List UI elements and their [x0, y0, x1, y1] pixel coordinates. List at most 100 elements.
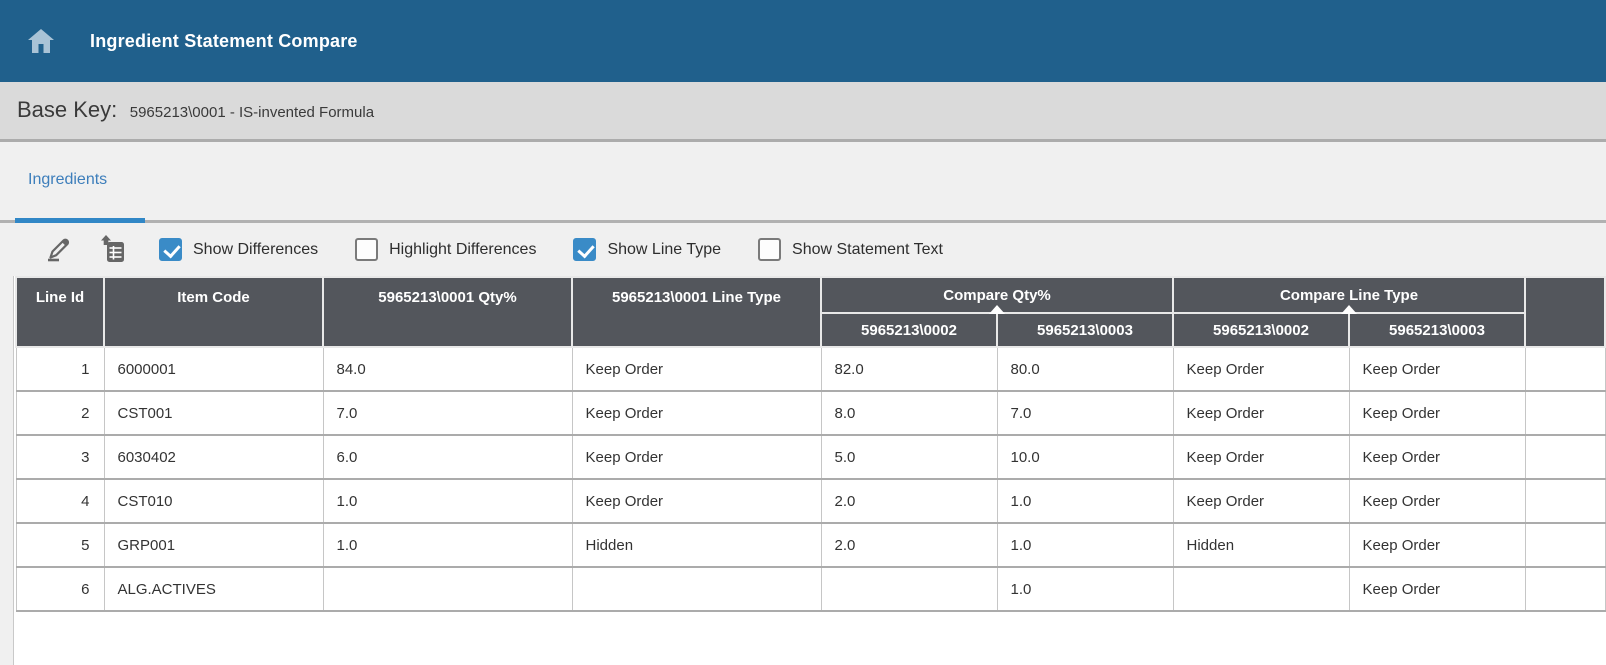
cell-cmp-lt-0003[interactable]: Keep Order	[1348, 522, 1526, 568]
cell-base-qty[interactable]: 7.0	[322, 390, 573, 436]
cell-cmp-lt-0002[interactable]	[1172, 566, 1350, 612]
checkbox-show-differences[interactable]: Show Differences	[159, 238, 318, 261]
cell-filler	[1524, 434, 1606, 480]
table-row[interactable]: 1 6000001 84.0 Keep Order 82.0 80.0 Keep…	[15, 346, 1606, 392]
cell-cmp-qty-0002[interactable]: 2.0	[820, 478, 998, 524]
cell-item-code[interactable]: 6000001	[103, 346, 324, 392]
col-header-base-line-type: 5965213\0001 Line Type	[571, 276, 822, 348]
group-label: Compare Line Type	[1279, 286, 1419, 304]
cell-cmp-qty-0002[interactable]: 82.0	[820, 346, 998, 392]
cell-filler	[1524, 346, 1606, 392]
cell-cmp-qty-0003[interactable]: 80.0	[996, 346, 1174, 392]
base-key-value: 5965213\0001 - IS-invented Formula	[129, 104, 375, 121]
cell-cmp-qty-0003[interactable]: 10.0	[996, 434, 1174, 480]
cell-line-id[interactable]: 3	[15, 434, 105, 480]
tab-ingredients[interactable]: Ingredients	[28, 171, 108, 188]
cell-cmp-lt-0003[interactable]: Keep Order	[1348, 390, 1526, 436]
cell-item-code[interactable]: ALG.ACTIVES	[103, 566, 324, 612]
group-notch-icon	[1341, 305, 1357, 314]
cell-item-code[interactable]: GRP001	[103, 522, 324, 568]
cell-base-line-type[interactable]: Hidden	[571, 522, 822, 568]
cell-cmp-lt-0003[interactable]: Keep Order	[1348, 434, 1526, 480]
cell-base-line-type[interactable]: Keep Order	[571, 434, 822, 480]
active-tab-indicator	[15, 218, 145, 223]
app-header: Ingredient Statement Compare	[0, 0, 1606, 82]
cell-cmp-lt-0003[interactable]: Keep Order	[1348, 478, 1526, 524]
cell-line-id[interactable]: 4	[15, 478, 105, 524]
col-header-base-qty: 5965213\0001 Qty%	[322, 276, 573, 348]
pencil-icon	[48, 238, 70, 262]
cell-cmp-qty-0003[interactable]: 1.0	[996, 478, 1174, 524]
cell-cmp-lt-0002[interactable]: Keep Order	[1172, 478, 1350, 524]
tab-strip: Ingredients	[0, 142, 1606, 223]
checkbox-box-icon	[355, 238, 379, 261]
checkbox-label: Highlight Differences	[389, 240, 537, 258]
col-subheader-lt-0002: 5965213\0002	[1172, 312, 1350, 348]
cell-cmp-lt-0002[interactable]: Keep Order	[1172, 434, 1350, 480]
cell-cmp-lt-0003[interactable]: Keep Order	[1348, 566, 1526, 612]
grid-toolbar: Show Differences Highlight Differences S…	[0, 223, 1606, 276]
col-header-line-id: Line Id	[15, 276, 105, 348]
cell-cmp-qty-0002[interactable]: 8.0	[820, 390, 998, 436]
table-row[interactable]: 5 GRP001 1.0 Hidden 2.0 1.0 Hidden Keep …	[15, 522, 1606, 568]
table-row[interactable]: 6 ALG.ACTIVES 1.0 Keep Order	[15, 566, 1606, 612]
cell-cmp-lt-0002[interactable]: Hidden	[1172, 522, 1350, 568]
cell-cmp-lt-0002[interactable]: Keep Order	[1172, 346, 1350, 392]
compare-table: Line Id Item Code 5965213\0001 Qty% 5965…	[15, 276, 1606, 612]
cell-filler	[1524, 522, 1606, 568]
cell-base-line-type[interactable]: Keep Order	[571, 478, 822, 524]
cell-base-line-type[interactable]: Keep Order	[571, 390, 822, 436]
cell-base-qty[interactable]: 84.0	[322, 346, 573, 392]
checkbox-box-icon	[159, 238, 182, 261]
export-statement-button[interactable]	[99, 235, 126, 264]
cell-cmp-qty-0002[interactable]: 2.0	[820, 522, 998, 568]
cell-base-qty[interactable]	[322, 566, 573, 612]
home-icon	[28, 29, 54, 53]
checkbox-box-icon	[758, 238, 782, 261]
base-key-bar: Base Key: 5965213\0001 - IS-invented For…	[0, 82, 1606, 142]
cell-base-line-type[interactable]	[571, 566, 822, 612]
col-subheader-qty-0002: 5965213\0002	[820, 312, 998, 348]
cell-cmp-qty-0003[interactable]: 7.0	[996, 390, 1174, 436]
cell-cmp-qty-0002[interactable]	[820, 566, 998, 612]
table-row[interactable]: 3 6030402 6.0 Keep Order 5.0 10.0 Keep O…	[15, 434, 1606, 480]
cell-cmp-qty-0003[interactable]: 1.0	[996, 522, 1174, 568]
page-title: Ingredient Statement Compare	[90, 30, 358, 51]
tab-track-line	[0, 220, 1606, 223]
cell-filler	[1524, 390, 1606, 436]
cell-base-qty[interactable]: 1.0	[322, 522, 573, 568]
cell-item-code[interactable]: 6030402	[103, 434, 324, 480]
cell-filler	[1524, 478, 1606, 524]
cell-line-id[interactable]: 5	[15, 522, 105, 568]
table-row[interactable]: 2 CST001 7.0 Keep Order 8.0 7.0 Keep Ord…	[15, 390, 1606, 436]
base-key-label: Base Key:	[17, 97, 118, 122]
col-subheader-qty-0003: 5965213\0003	[996, 312, 1174, 348]
home-button[interactable]	[28, 29, 54, 53]
checkbox-show-line-type[interactable]: Show Line Type	[573, 238, 721, 261]
edit-button[interactable]	[44, 235, 73, 264]
col-header-filler	[1524, 276, 1606, 348]
cell-cmp-qty-0003[interactable]: 1.0	[996, 566, 1174, 612]
statement-table-icon	[101, 235, 124, 262]
cell-filler	[1524, 566, 1606, 612]
cell-base-qty[interactable]: 6.0	[322, 434, 573, 480]
col-group-compare-qty: Compare Qty%	[820, 276, 1174, 314]
checkbox-highlight-differences[interactable]: Highlight Differences	[355, 238, 536, 261]
cell-line-id[interactable]: 1	[15, 346, 105, 392]
cell-cmp-lt-0003[interactable]: Keep Order	[1348, 346, 1526, 392]
cell-item-code[interactable]: CST001	[103, 390, 324, 436]
cell-line-id[interactable]: 2	[15, 390, 105, 436]
group-notch-icon	[989, 305, 1005, 314]
cell-cmp-qty-0002[interactable]: 5.0	[820, 434, 998, 480]
cell-cmp-lt-0002[interactable]: Keep Order	[1172, 390, 1350, 436]
col-subheader-lt-0003: 5965213\0003	[1348, 312, 1526, 348]
col-header-item-code: Item Code	[103, 276, 324, 348]
group-label: Compare Qty%	[943, 286, 1051, 304]
cell-line-id[interactable]: 6	[15, 566, 105, 612]
cell-base-qty[interactable]: 1.0	[322, 478, 573, 524]
cell-base-line-type[interactable]: Keep Order	[571, 346, 822, 392]
col-group-compare-line-type: Compare Line Type	[1172, 276, 1526, 314]
table-row[interactable]: 4 CST010 1.0 Keep Order 2.0 1.0 Keep Ord…	[15, 478, 1606, 524]
cell-item-code[interactable]: CST010	[103, 478, 324, 524]
checkbox-show-statement-text[interactable]: Show Statement Text	[758, 238, 943, 261]
